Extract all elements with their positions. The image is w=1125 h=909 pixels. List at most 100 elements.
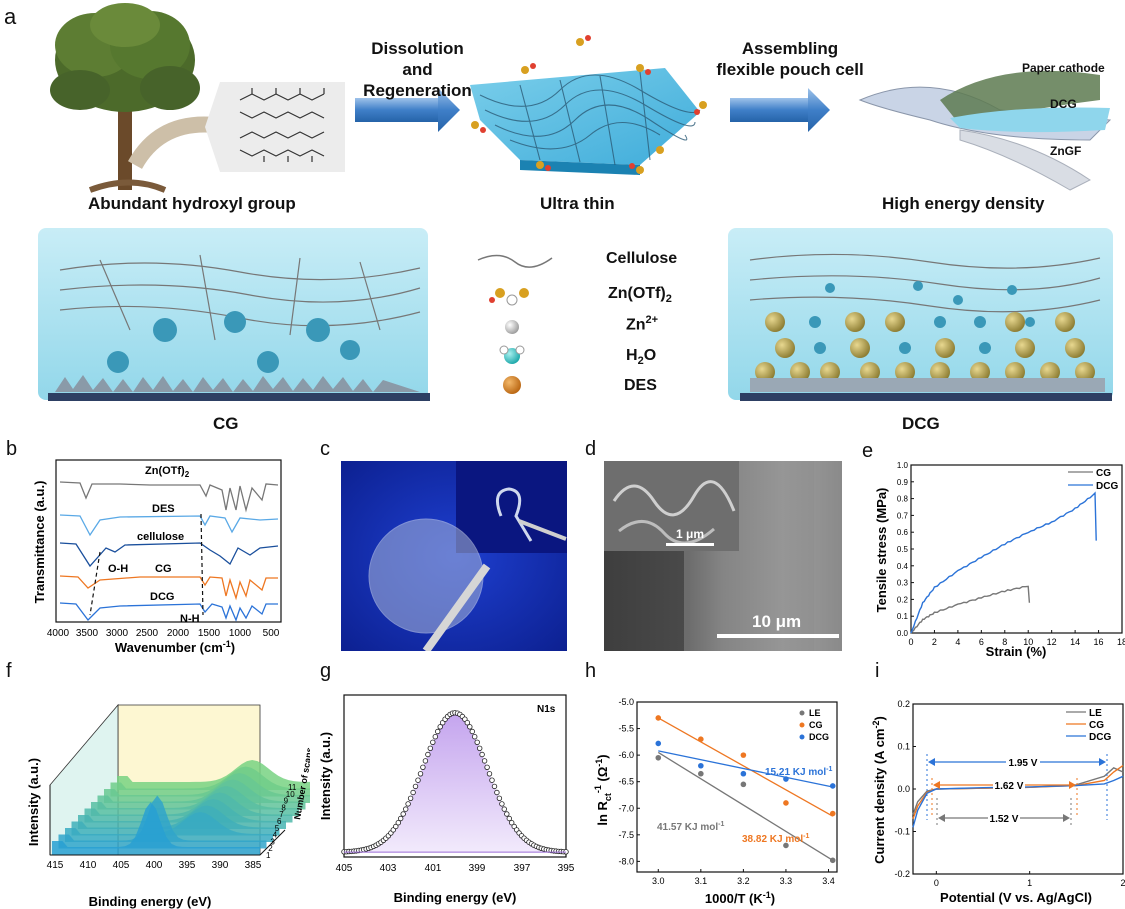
dcg-schematic	[728, 228, 1113, 401]
y-axis-label: Intensity (a.u.)	[318, 732, 333, 820]
xps-n1s-chart: 405 403 401 399 397 395 N1s Binding ener…	[318, 694, 575, 905]
step1-caption: Dissolution and Regeneration	[350, 38, 485, 101]
legend-des-icon	[503, 376, 521, 394]
data-point	[476, 745, 483, 751]
data-point	[486, 771, 493, 777]
x-tick: 3.3	[780, 876, 793, 886]
panel-a-label: a	[4, 4, 17, 29]
data-point	[402, 806, 409, 812]
y-tick: -0.1	[894, 827, 910, 837]
data-point	[471, 734, 478, 740]
step1-line1: Dissolution	[371, 39, 464, 58]
scan-tick: 5	[275, 824, 280, 833]
x-tick: 0	[908, 637, 913, 647]
series-label-cellulose: cellulose	[137, 531, 184, 543]
y-tick: -8.0	[618, 856, 634, 866]
scan-tick: 3	[270, 837, 275, 846]
x-tick: 3.4	[822, 876, 835, 886]
scan-tick: 4	[273, 831, 278, 840]
x-tick: 395	[558, 863, 575, 874]
x-tick: 2000	[167, 628, 190, 639]
y-tick: -5.5	[618, 724, 634, 734]
data-point	[425, 751, 431, 758]
data-point	[499, 801, 505, 807]
legend-label-h2o: H2O	[626, 347, 657, 368]
panel-i-label: i	[875, 660, 880, 682]
y-tick: 0.1	[897, 612, 909, 621]
x-tick: 401	[425, 863, 442, 874]
legend-label-cg: CG	[1096, 468, 1111, 479]
x-tick: 18	[1117, 637, 1125, 647]
panel-b-label: b	[6, 438, 18, 460]
data-point	[427, 745, 433, 751]
y-axis-label: ln Rct-1 (Ω-1)	[593, 754, 613, 825]
x-axis-label: Binding energy (eV)	[394, 890, 517, 905]
data-point	[430, 739, 436, 745]
panel-f-label: f	[6, 660, 12, 682]
data-point-cg	[655, 715, 662, 721]
scan-tick: 7	[279, 810, 284, 819]
x-axis-label: 1000/T (K-1)	[705, 890, 775, 906]
stress-strain-chart: 0 2 4 6 8 10 12 14 16 18 0.0 0.1 0.2 0.3 0.4 0.5 0.6 0.7…	[874, 461, 1125, 659]
data-point	[400, 811, 406, 817]
x-tick: 399	[469, 863, 486, 874]
fit-line-le	[657, 751, 834, 861]
series-label-des: DES	[152, 503, 175, 515]
data-point	[479, 751, 485, 758]
data-point	[432, 734, 438, 740]
data-point-le	[783, 842, 789, 849]
y-tick: -6.5	[618, 777, 634, 787]
x-tick: 14	[1070, 637, 1080, 647]
sem-image	[604, 461, 842, 651]
legend-zn-ion-icon	[505, 320, 519, 334]
arrhenius-chart: 3.0 3.1 3.2 3.3 3.4 -5.0 -5.5 -6.0 -6.5 -7.0 -7.5…	[593, 697, 838, 906]
data-point-cg	[783, 800, 789, 806]
x-axis-label: Potential (V vs. Ag/AgCl)	[940, 890, 1092, 905]
series-line-dcg	[910, 491, 1097, 634]
data-point	[393, 823, 399, 830]
scan-layer	[97, 779, 306, 810]
legend: LE CG DCG	[799, 708, 829, 742]
x-tick: 390	[212, 860, 229, 871]
data-point-dcg	[655, 740, 662, 747]
x-tick: 403	[380, 863, 397, 874]
x-axis-label: Strain (%)	[986, 644, 1047, 659]
dcg-caption: DCG	[902, 414, 940, 433]
waterfall-chart: 415 410 405 400 395 390 385 123456789101…	[26, 703, 310, 909]
x-tick: 4	[955, 637, 960, 647]
x-tick: 395	[179, 860, 196, 871]
scan-tick: 9	[284, 797, 289, 806]
x-tick: 3.0	[652, 876, 665, 886]
data-point-dcg	[698, 762, 704, 769]
dcg-layer-label: DCG	[1050, 97, 1077, 111]
legend-label-znotf: Zn(OTf)2	[608, 285, 672, 306]
scan-layer	[71, 805, 280, 836]
x-tick: 3.2	[737, 876, 750, 886]
scale-bar-main: 10 μm	[752, 612, 802, 631]
y-tick: 0.9	[897, 478, 909, 487]
x-tick: 8	[1002, 637, 1007, 647]
data-point-dcg	[740, 770, 747, 777]
y-tick: 0.3	[897, 579, 909, 588]
x-tick: 405	[336, 863, 353, 874]
scan-layer	[84, 792, 293, 823]
x-tick: 4000	[47, 628, 70, 639]
data-point	[491, 783, 498, 790]
data-point	[415, 777, 421, 783]
y-tick: 0.0	[897, 784, 910, 794]
tree-icon	[50, 3, 200, 193]
y-tick: -7.5	[618, 830, 634, 840]
data-point	[484, 764, 490, 770]
scale-bar-inset: 1 μm	[676, 527, 705, 541]
legend: CG DCG	[1068, 468, 1118, 492]
x-tick: 2	[1120, 878, 1125, 888]
cellulose-structure-icon	[205, 82, 345, 172]
data-point	[417, 771, 424, 777]
cg-caption: CG	[213, 414, 239, 433]
window-label-dcg: 1.95 V	[1009, 758, 1038, 769]
panel-d-label: d	[585, 438, 597, 460]
scan-layer	[52, 802, 260, 855]
y-tick: 0.7	[897, 511, 909, 520]
x-tick: 2	[932, 637, 937, 647]
series-line-cg	[912, 765, 1124, 820]
